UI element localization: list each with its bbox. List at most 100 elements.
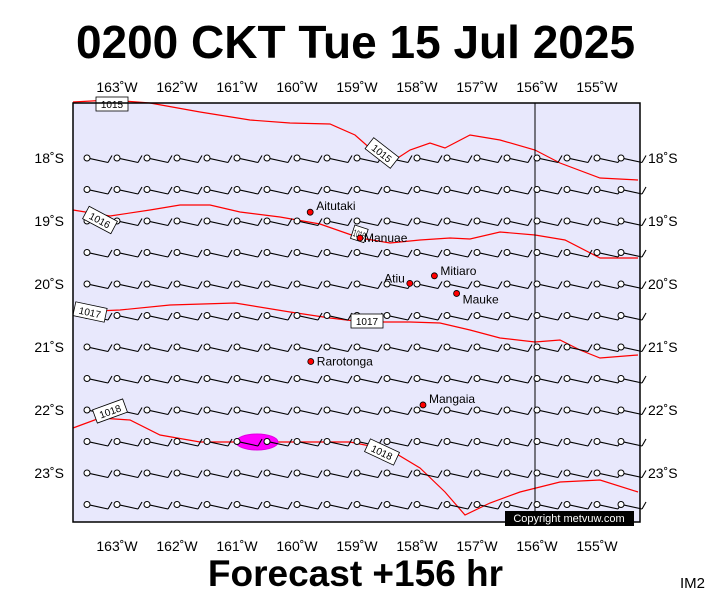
isobar-label-box xyxy=(72,301,108,323)
wind-barb xyxy=(263,312,293,321)
lat-tick-label: 21˚S xyxy=(34,339,64,355)
map-code: IM2 xyxy=(680,575,706,592)
wind-barb xyxy=(203,312,233,321)
wind-barb xyxy=(293,312,323,321)
wind-barb xyxy=(293,217,323,227)
wind-barb xyxy=(173,469,203,479)
wind-barb xyxy=(113,186,143,195)
isobar-label-box xyxy=(95,96,129,112)
lon-tick-label: 162˚W xyxy=(156,79,198,95)
wind-barb xyxy=(323,249,353,258)
wind-barb xyxy=(83,501,113,510)
wind-barb xyxy=(503,312,533,321)
lon-tick-label: 163˚W xyxy=(96,79,138,95)
place-label: Mitiaro xyxy=(440,264,476,278)
wind-barb xyxy=(617,280,647,290)
wind-barb xyxy=(323,501,353,510)
wind-barb xyxy=(593,375,623,384)
wind-barb xyxy=(593,406,623,416)
wind-barb xyxy=(293,154,323,164)
wind-barb xyxy=(617,312,647,321)
wind-barb xyxy=(203,343,233,353)
wind-barb xyxy=(473,438,503,447)
wind-barb xyxy=(503,343,533,353)
wind-barb xyxy=(533,217,563,227)
wind-barb xyxy=(503,438,533,447)
wind-barb xyxy=(563,186,593,195)
wind-barb xyxy=(233,154,263,164)
wind-barb xyxy=(293,438,323,447)
wind-barb xyxy=(503,280,533,290)
wind-barb xyxy=(503,469,533,479)
wind-barb xyxy=(263,249,293,258)
wind-barb xyxy=(263,375,293,384)
wind-barb xyxy=(443,154,473,164)
wind-barb xyxy=(503,217,533,227)
island-dot xyxy=(406,279,414,287)
island-dot xyxy=(453,290,461,297)
lon-tick-label: 157˚W xyxy=(456,538,498,554)
lat-tick-label: 22˚S xyxy=(34,402,64,418)
wind-barb xyxy=(203,186,233,195)
wind-barb xyxy=(83,375,113,384)
wind-barb xyxy=(143,501,173,510)
wind-barb xyxy=(503,186,533,195)
wind-barb xyxy=(563,154,593,164)
wind-barb xyxy=(563,217,593,227)
wind-barb xyxy=(473,280,503,290)
wind-barb xyxy=(413,469,443,479)
wind-barb xyxy=(173,217,203,227)
wind-barb xyxy=(533,406,563,416)
wind-barb xyxy=(83,249,113,258)
wind-barb xyxy=(383,312,413,321)
lon-tick-labels-top: 163˚W 162˚W 161˚W 160˚W 159˚W 158˚W 157˚… xyxy=(96,79,618,95)
copyright-text: Copyright metvuw.com xyxy=(513,513,624,525)
wind-barb xyxy=(413,406,443,416)
wind-barb xyxy=(233,375,263,384)
wind-barb xyxy=(563,343,593,353)
wind-barb xyxy=(173,343,203,353)
lat-tick-label: 22˚S xyxy=(648,402,678,418)
island-dot xyxy=(306,208,314,216)
wind-barb xyxy=(173,375,203,384)
wind-barb xyxy=(443,249,473,258)
wind-barb xyxy=(143,375,173,384)
wind-barb xyxy=(263,438,293,447)
isobar-label: 1017 xyxy=(356,317,379,328)
wind-barb xyxy=(293,406,323,416)
wind-barb xyxy=(443,186,473,195)
wind-barb xyxy=(113,438,143,447)
wind-barb xyxy=(533,501,563,510)
wind-barb xyxy=(203,469,233,479)
wind-barb xyxy=(443,280,473,290)
wind-barb xyxy=(563,375,593,384)
wind-barb xyxy=(113,280,143,290)
wind-barb xyxy=(323,280,353,290)
wind-barb xyxy=(113,312,143,321)
wind-barb xyxy=(83,154,113,164)
place-label: Atiu xyxy=(384,271,405,285)
wind-barb xyxy=(617,217,647,227)
wind-barb xyxy=(443,375,473,384)
wind-barb xyxy=(233,343,263,353)
map-title: 0200 CKT Tue 15 Jul 2025 xyxy=(75,16,636,68)
lon-tick-label: 163˚W xyxy=(96,538,138,554)
wind-barb xyxy=(83,280,113,290)
isobar-label-box xyxy=(92,398,128,424)
wind-barb xyxy=(443,312,473,321)
wind-barb xyxy=(443,217,473,227)
wind-barb xyxy=(233,438,263,447)
place-marker: Mitiaro xyxy=(430,264,477,280)
wind-barb xyxy=(323,154,353,164)
isobar-line xyxy=(72,302,639,359)
wind-barb xyxy=(413,186,443,195)
wind-barb xyxy=(533,154,563,164)
wind-barb xyxy=(617,501,647,510)
wind-barb xyxy=(413,375,443,384)
lon-tick-labels-bottom: 163˚W 162˚W 161˚W 160˚W 159˚W 158˚W 157˚… xyxy=(96,538,618,554)
place-label: Mangaia xyxy=(429,392,475,406)
wind-barb xyxy=(473,469,503,479)
wind-barb xyxy=(263,469,293,479)
wind-barb xyxy=(203,438,233,447)
wind-barb xyxy=(503,406,533,416)
